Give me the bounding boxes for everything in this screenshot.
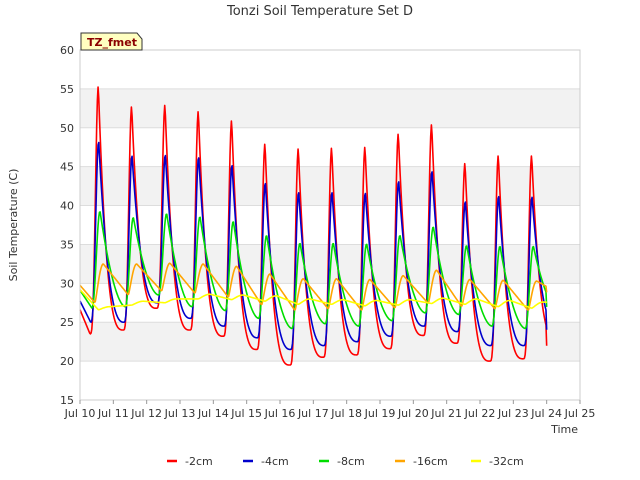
x-tick-label: Jul 13 (164, 407, 196, 420)
y-tick-label: 50 (60, 122, 74, 135)
x-tick-label: Jul 15 (230, 407, 262, 420)
y-axis-label: Soil Temperature (C) (7, 169, 20, 282)
plot-band (80, 50, 580, 89)
site-badge-box (80, 32, 143, 51)
plot-band (80, 88, 580, 128)
legend-label: -16cm (413, 455, 448, 468)
x-axis-label: Time (550, 423, 578, 436)
y-tick-label: 15 (60, 394, 74, 407)
x-tick-label: Jul 11 (97, 407, 129, 420)
x-tick-label: Jul 12 (130, 407, 162, 420)
x-tick-label: Jul 22 (464, 407, 496, 420)
x-tick-label: Jul 18 (330, 407, 362, 420)
y-tick-label: 55 (60, 83, 74, 96)
chart-title: Tonzi Soil Temperature Set D (226, 4, 413, 19)
legend-label: -8cm (337, 455, 365, 468)
y-tick-label: 20 (60, 355, 74, 368)
x-tick-label: Jul 21 (430, 407, 462, 420)
y-tick-label: 60 (60, 44, 74, 57)
x-tick-label: Jul 23 (497, 407, 529, 420)
site-badge-label: TZ_fmet (87, 36, 137, 49)
series-line-minus-32cm (79, 289, 548, 311)
x-tick-label: Jul 14 (197, 407, 229, 420)
y-tick-label: 35 (60, 238, 74, 251)
x-tick-label: Jul 16 (264, 407, 296, 420)
y-tick-label: 45 (60, 161, 74, 174)
legend-label: -4cm (261, 455, 289, 468)
plot-frame (79, 49, 581, 401)
plot-band (80, 361, 580, 400)
x-axis-ticks: Jul 10 Jul 11 Jul 12 Jul 13 Jul 14 Jul 15 Jul … (64, 400, 596, 420)
legend-label: -2cm (185, 455, 213, 468)
y-tick-label: 30 (60, 277, 74, 290)
series-line-minus-8cm (79, 211, 548, 330)
x-tick-label: Jul 19 (364, 407, 396, 420)
x-tick-label: Jul 24 (530, 407, 562, 420)
y-axis-ticks: 15 20 25 30 35 40 45 50 55 60 (60, 44, 74, 407)
x-tick-label: Jul 25 (564, 407, 596, 420)
series-line-minus-16cm (79, 262, 548, 311)
y-tick-label: 25 (60, 316, 74, 329)
series-layer (79, 86, 548, 366)
y-tick-label: 40 (60, 200, 74, 213)
x-tick-label: Jul 20 (397, 407, 429, 420)
plot-band (80, 322, 580, 362)
legend-label: -32cm (489, 455, 524, 468)
site-badge: TZ_fmet (80, 32, 143, 51)
x-tick-label: Jul 10 (64, 407, 96, 420)
legend: -2cm -4cm -8cm -16cm -32cm (167, 455, 524, 468)
x-tick-label: Jul 17 (297, 407, 329, 420)
